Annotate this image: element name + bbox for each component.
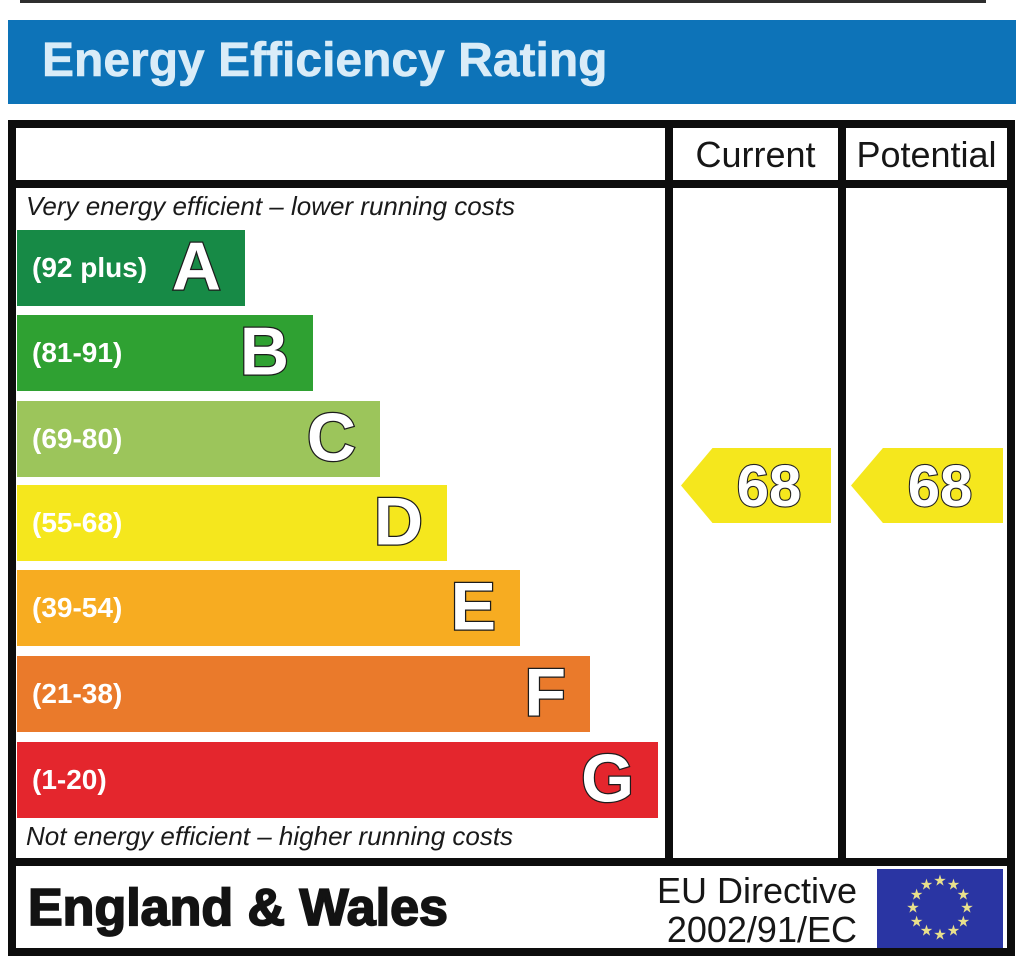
band-letter: B xyxy=(239,313,291,390)
eu-directive-line2: 2002/91/EC xyxy=(666,909,857,950)
eu-flag-star: ★ xyxy=(919,922,934,940)
page-title: Energy Efficiency Rating xyxy=(42,34,608,88)
scan-artifact-line xyxy=(20,0,986,3)
rating-band-D: (55-68) D xyxy=(17,485,447,561)
band-range-label: (69-80) xyxy=(32,423,123,454)
eu-flag-star: ★ xyxy=(960,899,974,917)
rating-band-A: (92 plus) A xyxy=(17,230,245,306)
header-row-divider xyxy=(8,180,1015,188)
rating-band-B: (81-91) B xyxy=(17,315,313,391)
eu-flag-star: ★ xyxy=(956,913,971,930)
current-rating-value: 68 xyxy=(736,453,803,520)
rating-band-C: (69-80) C xyxy=(17,401,380,477)
eu-flag-star: ★ xyxy=(956,886,971,903)
eu-flag-star: ★ xyxy=(909,886,924,903)
column-divider-current xyxy=(665,120,673,866)
eu-flag: ★ ★ ★ ★ ★ ★ ★ ★ ★ ★ ★ ★ xyxy=(877,869,1003,948)
eu-flag-star: ★ xyxy=(906,899,920,917)
band-range-label: (39-54) xyxy=(32,592,123,623)
band-letter: F xyxy=(523,654,567,731)
rating-table-frame xyxy=(8,120,1015,956)
band-letter: A xyxy=(171,228,223,305)
rating-band-G: (1-20) G xyxy=(17,742,658,818)
band-letter: E xyxy=(449,568,497,645)
column-header-current: Current xyxy=(695,134,816,175)
eu-flag-star: ★ xyxy=(919,876,934,894)
eu-flag-star: ★ xyxy=(946,876,961,894)
rating-band-F: (21-38) F xyxy=(17,656,590,732)
current-rating-arrow: 68 xyxy=(681,448,831,523)
region-label: England & Wales xyxy=(27,878,449,938)
band-range-label: (1-20) xyxy=(32,764,107,795)
band-range-label: (21-38) xyxy=(32,678,123,709)
band-range-label: (92 plus) xyxy=(32,252,148,283)
top-efficiency-note: Very energy efficient – lower running co… xyxy=(26,191,515,221)
band-letter: D xyxy=(373,483,425,560)
band-range-label: (55-68) xyxy=(32,507,123,538)
band-letter: C xyxy=(306,399,358,476)
column-divider-potential xyxy=(838,120,846,866)
band-letter: G xyxy=(580,740,635,817)
band-range-label: (81-91) xyxy=(32,337,123,368)
eu-flag-star: ★ xyxy=(946,922,961,940)
column-header-potential: Potential xyxy=(856,134,997,175)
eu-flag-star: ★ xyxy=(933,872,947,890)
eu-directive-line1: EU Directive xyxy=(656,870,857,911)
eu-directive-label: EU Directive 2002/91/EC xyxy=(645,871,857,949)
potential-rating-arrow: 68 xyxy=(851,448,1003,523)
potential-rating-value: 68 xyxy=(907,453,974,520)
bottom-efficiency-note: Not energy efficient – higher running co… xyxy=(26,821,514,851)
eu-flag-star: ★ xyxy=(909,913,924,930)
footer-row-divider xyxy=(8,858,1015,866)
rating-band-E: (39-54) E xyxy=(17,570,520,646)
title-banner: Energy Efficiency Rating xyxy=(8,20,1016,104)
eu-flag-star: ★ xyxy=(933,926,947,944)
